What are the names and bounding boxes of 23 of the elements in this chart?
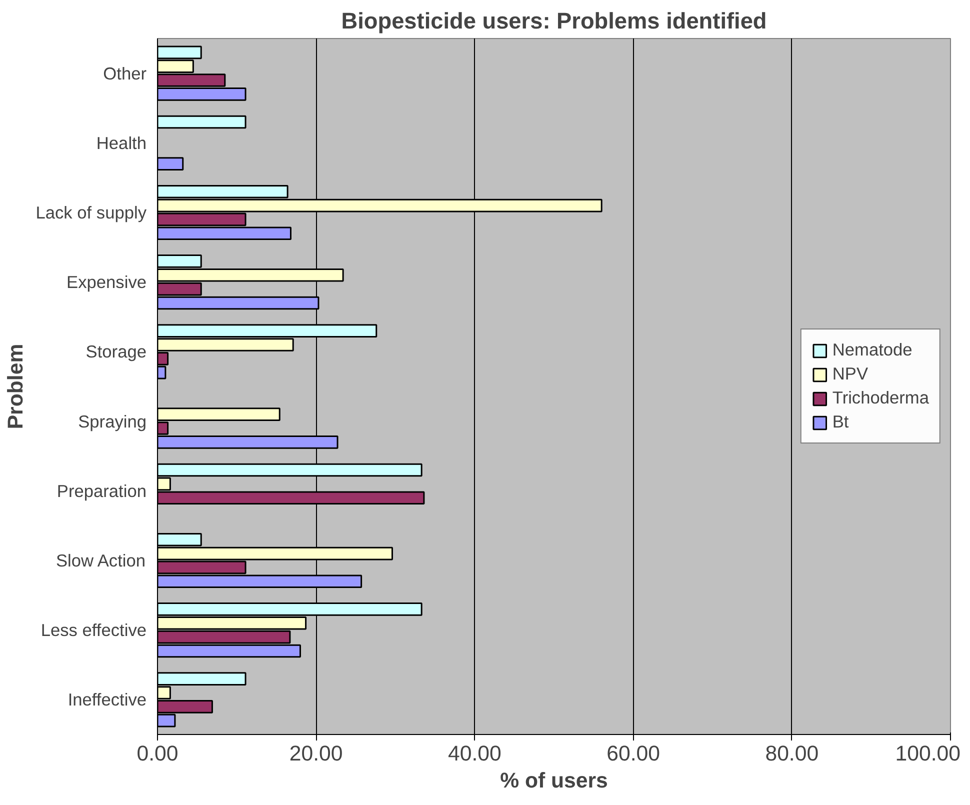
y-tick-label: Expensive (66, 272, 147, 292)
x-tick-label: 80.00 (765, 742, 819, 766)
y-tick-label: Less effective (40, 620, 147, 640)
y-tick-label: Spraying (78, 411, 146, 432)
x-tick-label: 60.00 (606, 742, 660, 766)
chart-title: Biopesticide users: Problems identified (341, 8, 767, 34)
legend-label: Trichoderma (832, 388, 929, 408)
y-tick-label: Health (96, 132, 147, 153)
legend-label: Bt (832, 412, 850, 432)
y-tick-label: Preparation (56, 480, 147, 501)
y-tick-label: Ineffective (68, 690, 146, 710)
x-tick-label: 20.00 (289, 742, 343, 766)
x-tick-label: 40.00 (448, 742, 502, 766)
x-axis-title: % of users (500, 768, 608, 792)
y-axis-title: Problem (4, 344, 28, 430)
x-tick-label: 0.00 (136, 742, 178, 766)
legend-label: Nematode (832, 340, 912, 360)
y-tick-label: Slow Action (56, 550, 146, 570)
legend-label: NPV (832, 364, 868, 384)
x-tick-label: 100.00 (895, 742, 961, 766)
y-tick-label: Storage (86, 342, 147, 362)
y-tick-label: Other (103, 63, 147, 84)
y-tick-label: Lack of supply (36, 202, 147, 222)
